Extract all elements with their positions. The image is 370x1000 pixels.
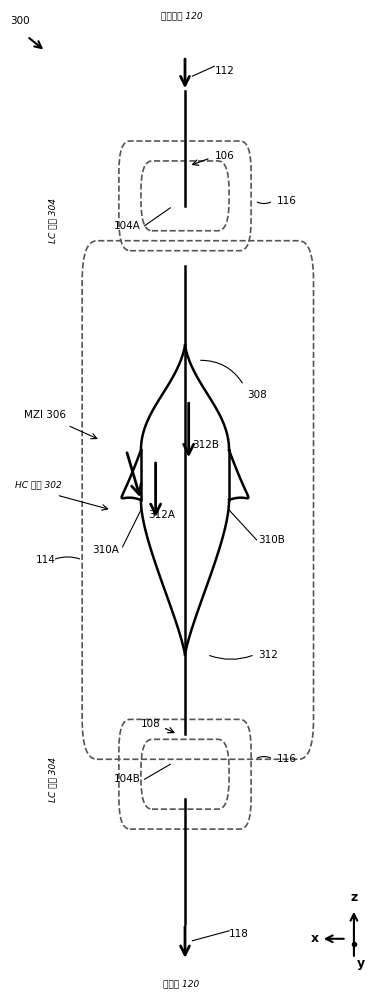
Text: 116: 116: [277, 196, 297, 206]
Text: 来自光纤 120: 来自光纤 120: [161, 11, 202, 20]
Text: 118: 118: [229, 929, 249, 939]
Text: LC 波导 304: LC 波导 304: [48, 757, 57, 802]
Text: x: x: [311, 932, 319, 945]
Text: 308: 308: [248, 390, 267, 400]
Text: 106: 106: [214, 151, 234, 161]
Text: 到光纤 120: 到光纤 120: [163, 980, 199, 989]
Text: LC 波导 304: LC 波导 304: [48, 198, 57, 243]
Text: 104B: 104B: [114, 774, 141, 784]
Text: y: y: [357, 957, 365, 970]
Text: 310B: 310B: [258, 535, 285, 545]
Text: MZI 306: MZI 306: [24, 410, 67, 420]
Text: 116: 116: [277, 754, 297, 764]
Text: 114: 114: [36, 555, 56, 565]
Text: HC 波导 302: HC 波导 302: [15, 481, 61, 490]
Text: 300: 300: [10, 16, 30, 26]
Text: 312A: 312A: [148, 510, 175, 520]
Text: 108: 108: [141, 719, 161, 729]
Text: 312: 312: [258, 650, 278, 660]
Text: 310A: 310A: [92, 545, 119, 555]
Text: 104A: 104A: [114, 221, 141, 231]
Text: 312B: 312B: [192, 440, 219, 450]
Text: z: z: [350, 891, 357, 904]
Text: 112: 112: [214, 66, 234, 76]
